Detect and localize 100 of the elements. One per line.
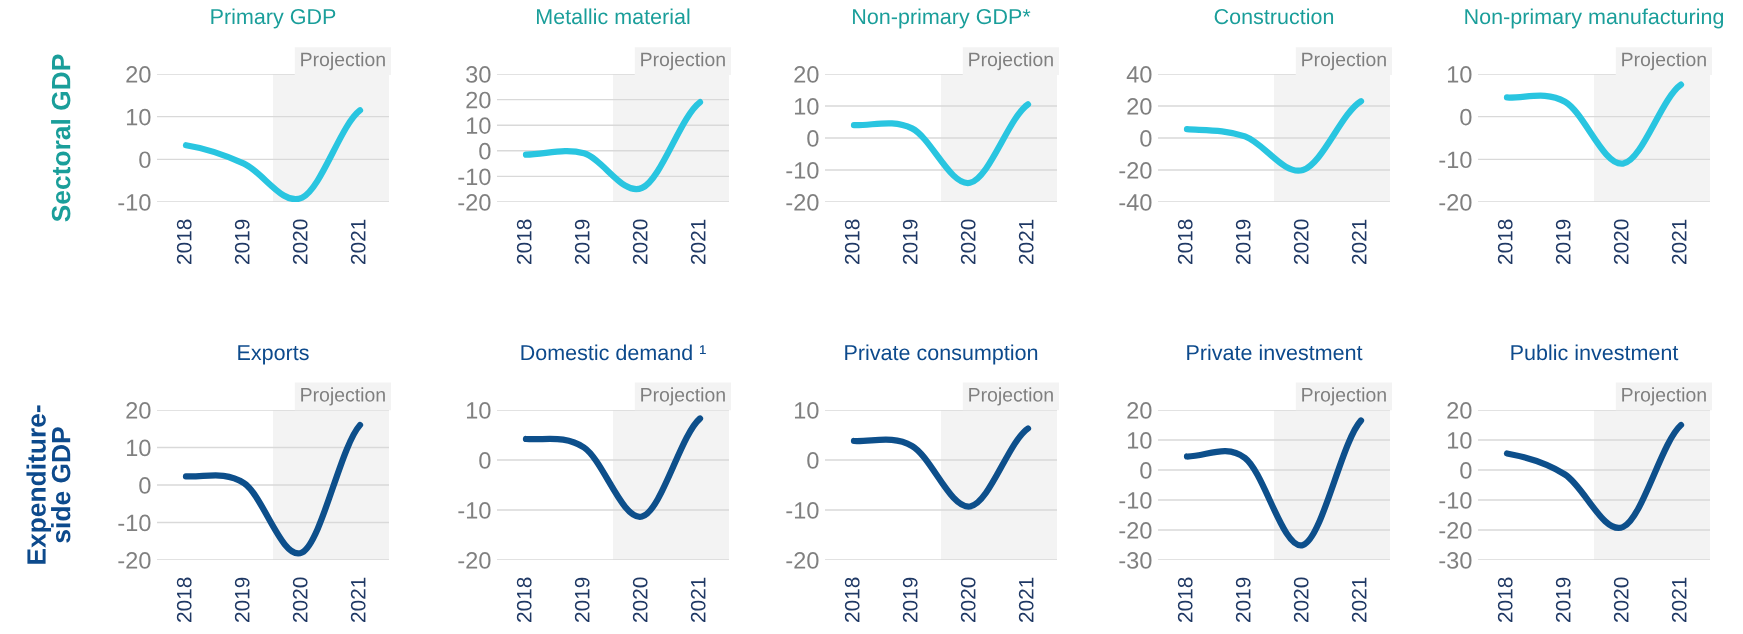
y-tick-label: -20 (1119, 522, 1152, 539)
y-tick-label: 20 (126, 66, 151, 83)
chart-title: Construction (1214, 8, 1334, 25)
x-tick-label: 2020 (1613, 577, 1629, 622)
y-tick-label: -10 (1119, 492, 1152, 509)
y-tick-label: 0 (139, 477, 151, 494)
y-tick-label: -10 (458, 502, 491, 519)
y-tick-label: -30 (1119, 552, 1152, 569)
y-tick-label: 0 (807, 452, 819, 469)
x-tick-label: 2019 (234, 577, 250, 622)
x-tick-label: 2018 (844, 577, 860, 622)
x-tick-label: 2019 (574, 577, 590, 622)
x-tick-label: 2018 (1177, 219, 1193, 264)
y-tick-label: -40 (1119, 194, 1152, 211)
x-tick-label: 2018 (176, 577, 192, 622)
x-tick-label: 2018 (176, 219, 192, 264)
x-tick-label: 2018 (516, 219, 532, 264)
y-tick-label: 10 (126, 108, 151, 126)
chart-title: Non-primary manufacturing (1465, 8, 1724, 29)
y-tick-label: 0 (1460, 462, 1472, 479)
y-tick-label: 20 (1127, 402, 1152, 419)
x-tick-label: 2020 (1293, 577, 1309, 622)
chart-title: Non-primary GDP* (853, 8, 1031, 29)
band-label: Projection (301, 52, 385, 71)
chart-title: Metallic material (537, 8, 690, 25)
x-tick-label: 2018 (1497, 219, 1513, 264)
y-tick-label: 10 (794, 402, 819, 419)
x-tick-label: 2021 (1351, 577, 1367, 622)
y-tick-label: -20 (458, 552, 491, 569)
x-tick-label: 2021 (350, 219, 366, 264)
y-tick-label: -20 (1439, 522, 1472, 539)
chart-title: Public investment (1511, 344, 1679, 361)
y-tick-label: -30 (1439, 552, 1472, 569)
x-tick-label: 2021 (690, 577, 706, 622)
y-tick-label: -20 (786, 552, 819, 569)
x-tick-label: 2020 (1613, 219, 1629, 264)
band-label: Projection (641, 52, 725, 71)
band-label: Projection (969, 52, 1053, 71)
y-tick-label: 40 (1126, 66, 1152, 83)
band-label: Projection (301, 387, 385, 406)
y-tick-label: 20 (466, 91, 491, 109)
y-tick-label: 20 (126, 402, 151, 419)
x-tick-label: 2018 (1497, 577, 1513, 622)
x-tick-label: 2020 (960, 219, 976, 264)
y-tick-label: -20 (118, 552, 151, 569)
y-tick-label: 10 (1127, 432, 1152, 449)
x-tick-label: 2021 (690, 219, 706, 264)
x-tick-label: 2019 (902, 577, 918, 622)
y-tick-label: 0 (479, 142, 491, 160)
y-tick-label: -20 (786, 194, 819, 211)
x-tick-label: 2020 (960, 577, 976, 622)
x-tick-label: 2019 (902, 219, 918, 264)
y-tick-label: 20 (794, 66, 819, 83)
y-tick-label: 20 (1127, 98, 1152, 115)
y-tick-label: 0 (807, 130, 819, 147)
y-tick-label: -10 (786, 502, 819, 519)
band-label: Projection (1302, 52, 1386, 71)
chart-title: Exports (238, 345, 309, 365)
y-tick-label: -20 (1439, 194, 1472, 211)
x-tick-label: 2020 (1293, 219, 1309, 264)
y-tick-label: -10 (786, 162, 819, 179)
y-tick-label: -10 (118, 194, 151, 211)
y-tick-label: -20 (1119, 162, 1152, 179)
y-tick-label: -10 (458, 168, 491, 186)
x-tick-label: 2019 (234, 219, 250, 264)
y-tick-label: 10 (1447, 432, 1472, 449)
x-tick-label: 2019 (1235, 577, 1251, 622)
y-tick-label: 10 (794, 98, 819, 115)
x-tick-label: 2020 (292, 219, 308, 264)
x-tick-label: 2021 (1671, 577, 1687, 622)
chart-title: Private investment (1187, 344, 1363, 361)
y-tick-label: -20 (458, 194, 491, 211)
x-tick-label: 2020 (632, 577, 648, 622)
x-tick-label: 2019 (1555, 577, 1571, 622)
y-tick-label: 0 (139, 151, 151, 169)
chart-title: Primary GDP (211, 8, 336, 29)
x-tick-label: 2019 (1555, 219, 1571, 264)
y-axis-title: Sectoral GDP (51, 54, 71, 222)
y-tick-label: 10 (466, 402, 491, 419)
band-label: Projection (1622, 52, 1706, 71)
y-axis-title: Expenditure- side GDP (26, 405, 71, 564)
band-label: Projection (1302, 387, 1386, 406)
y-tick-label: 0 (1140, 130, 1152, 147)
y-tick-label: 20 (1447, 402, 1472, 419)
x-tick-label: 2021 (1351, 219, 1367, 264)
y-tick-label: 10 (466, 117, 491, 134)
y-tick-label: 10 (1447, 66, 1472, 83)
y-tick-label: 0 (479, 452, 491, 469)
y-tick-label: -10 (1439, 492, 1472, 509)
y-tick-label: -10 (1439, 151, 1472, 169)
band-label: Projection (969, 387, 1053, 406)
band-label: Projection (1622, 387, 1706, 406)
y-tick-label: 0 (1460, 108, 1472, 126)
x-tick-label: 2021 (1671, 219, 1687, 264)
x-tick-label: 2019 (574, 219, 590, 264)
x-tick-label: 2018 (1177, 577, 1193, 622)
y-tick-label: 10 (126, 439, 151, 457)
y-tick-label: -10 (118, 514, 151, 532)
x-tick-label: 2020 (632, 219, 648, 264)
x-tick-label: 2019 (1235, 219, 1251, 264)
